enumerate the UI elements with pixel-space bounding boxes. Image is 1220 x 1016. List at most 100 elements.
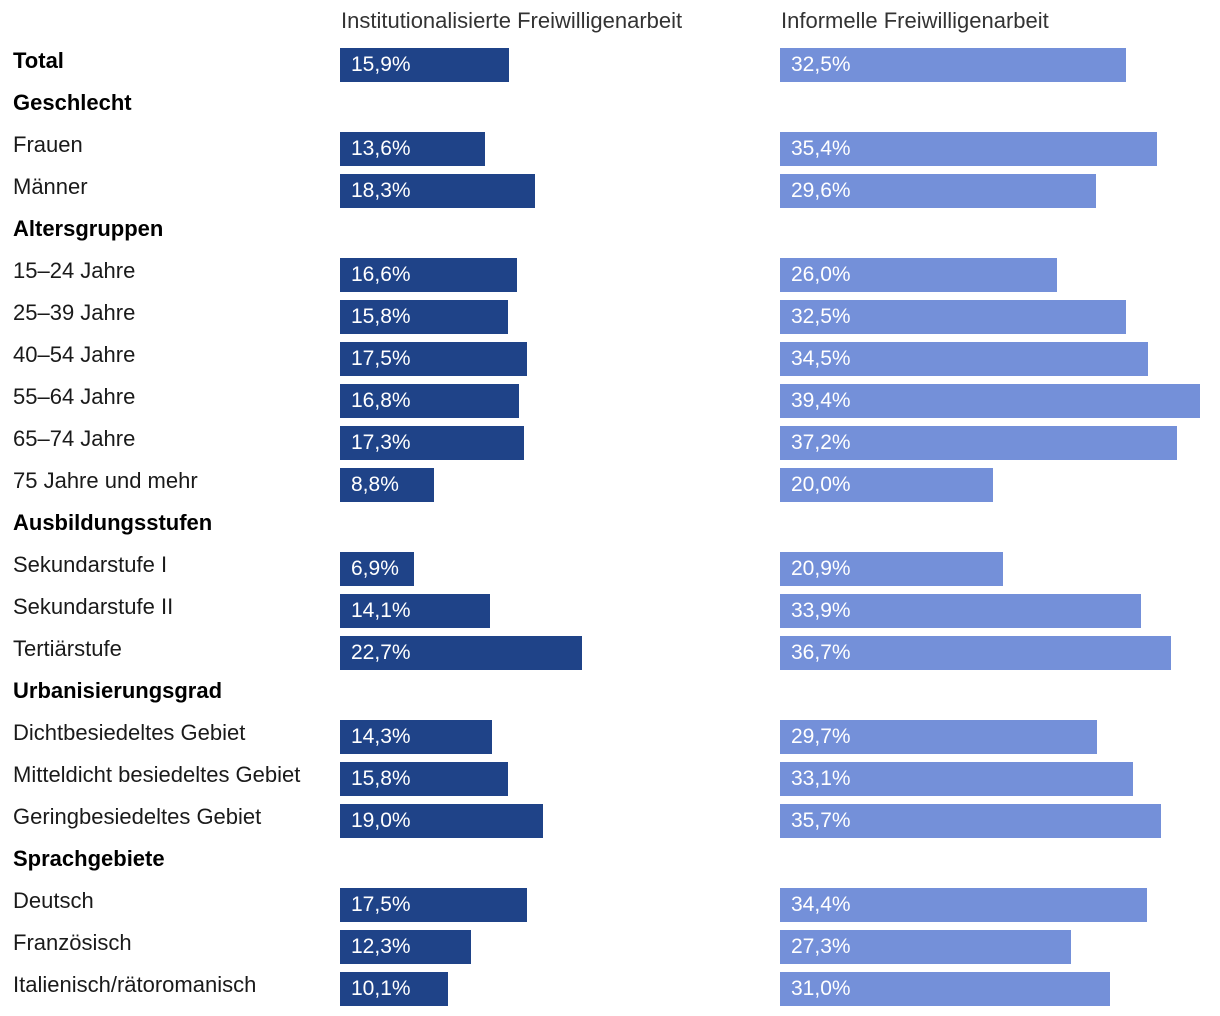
category-header-row: Sprachgebiete <box>0 840 1220 882</box>
data-row: 65–74 Jahre 17,3% 37,2% <box>0 420 1220 462</box>
bar-institutionalized <box>340 804 543 838</box>
bar-institutionalized <box>340 888 527 922</box>
bar-value-label: 6,9% <box>351 557 399 580</box>
row-label: 55–64 Jahre <box>13 384 136 409</box>
category-header-row: Geschlecht <box>0 84 1220 126</box>
bar-informal <box>780 174 1096 208</box>
bar-institutionalized <box>340 762 508 796</box>
bar-value-label: 22,7% <box>351 641 411 664</box>
data-row: Geringbesiedeltes Gebiet 19,0% 35,7% <box>0 798 1220 840</box>
row-label: 25–39 Jahre <box>13 300 136 325</box>
data-row: 75 Jahre und mehr 8,8% 20,0% <box>0 462 1220 504</box>
bar-institutionalized <box>340 552 414 586</box>
row-label: Frauen <box>13 132 83 157</box>
bar-value-label: 35,7% <box>791 809 851 832</box>
bar-informal <box>780 48 1126 82</box>
bar-value-label: 16,6% <box>351 263 411 286</box>
row-label: Sekundarstufe I <box>13 552 168 577</box>
data-row: Männer 18,3% 29,6% <box>0 168 1220 210</box>
bar-value-label: 17,3% <box>351 431 411 454</box>
row-label: Dichtbesiedeltes Gebiet <box>13 720 246 745</box>
bar-value-label: 34,4% <box>791 893 851 916</box>
row-label: Italienisch/rätoromanisch <box>13 972 257 997</box>
bar-value-label: 15,8% <box>351 305 411 328</box>
bar-informal <box>780 594 1141 628</box>
bar-informal <box>780 258 1057 292</box>
series-header-institutionalized: Institutionalisierte Freiwilligenarbeit <box>341 8 683 33</box>
bar-value-label: 20,9% <box>791 557 851 580</box>
bar-value-label: 15,9% <box>351 53 411 76</box>
data-row: 25–39 Jahre 15,8% 32,5% <box>0 294 1220 336</box>
bar-value-label: 36,7% <box>791 641 851 664</box>
bar-value-label: 10,1% <box>351 977 411 1000</box>
bar-informal <box>780 888 1147 922</box>
bar-value-label: 17,5% <box>351 347 411 370</box>
bar-informal <box>780 384 1200 418</box>
data-row: 40–54 Jahre 17,5% 34,5% <box>0 336 1220 378</box>
category-header: Urbanisierungsgrad <box>13 678 223 703</box>
bar-informal <box>780 762 1133 796</box>
row-label: 65–74 Jahre <box>13 426 136 451</box>
row-label: Geringbesiedeltes Gebiet <box>13 804 262 829</box>
category-header-row: Altersgruppen <box>0 210 1220 252</box>
bar-value-label: 35,4% <box>791 137 851 160</box>
bar-value-label: 31,0% <box>791 977 851 1000</box>
bar-informal <box>780 636 1171 670</box>
data-row: 55–64 Jahre 16,8% 39,4% <box>0 378 1220 420</box>
bar-informal <box>780 804 1161 838</box>
data-row: Frauen 13,6% 35,4% <box>0 126 1220 168</box>
category-header: Sprachgebiete <box>13 846 165 871</box>
category-header-row: Urbanisierungsgrad <box>0 672 1220 714</box>
data-row: Sekundarstufe I 6,9% 20,9% <box>0 546 1220 588</box>
bar-informal <box>780 972 1110 1006</box>
bar-value-label: 39,4% <box>791 389 851 412</box>
data-row: 15–24 Jahre 16,6% 26,0% <box>0 252 1220 294</box>
bar-institutionalized <box>340 594 490 628</box>
category-header: Ausbildungsstufen <box>13 510 213 535</box>
data-row: Sekundarstufe II 14,1% 33,9% <box>0 588 1220 630</box>
bar-value-label: 8,8% <box>351 473 399 496</box>
bar-value-label: 17,5% <box>351 893 411 916</box>
bar-institutionalized <box>340 720 492 754</box>
row-label: 75 Jahre und mehr <box>13 468 198 493</box>
bar-informal <box>780 426 1177 460</box>
bar-institutionalized <box>340 930 471 964</box>
bar-institutionalized <box>340 174 535 208</box>
bar-value-label: 32,5% <box>791 53 851 76</box>
data-row: Deutsch 17,5% 34,4% <box>0 882 1220 924</box>
bar-institutionalized <box>340 342 527 376</box>
bar-informal <box>780 132 1157 166</box>
bar-value-label: 13,6% <box>351 137 411 160</box>
row-label: Französisch <box>13 930 132 955</box>
bar-informal <box>780 552 1003 586</box>
row-label: Mitteldicht besiedeltes Gebiet <box>13 762 301 787</box>
bar-institutionalized <box>340 132 485 166</box>
data-row: Dichtbesiedeltes Gebiet 14,3% 29,7% <box>0 714 1220 756</box>
bar-value-label: 29,6% <box>791 179 851 202</box>
row-label: Sekundarstufe II <box>13 594 174 619</box>
bar-informal <box>780 468 993 502</box>
bar-institutionalized <box>340 426 524 460</box>
bar-value-label: 29,7% <box>791 725 851 748</box>
data-row: Italienisch/rätoromanisch 10,1% 31,0% <box>0 966 1220 1008</box>
bar-value-label: 33,9% <box>791 599 851 622</box>
bar-institutionalized <box>340 258 517 292</box>
data-row: Mitteldicht besiedeltes Gebiet 15,8% 33,1% <box>0 756 1220 798</box>
bar-institutionalized <box>340 48 509 82</box>
data-row: Tertiärstufe 22,7% 36,7% <box>0 630 1220 672</box>
bar-institutionalized <box>340 636 582 670</box>
bar-institutionalized <box>340 384 519 418</box>
bar-value-label: 34,5% <box>791 347 851 370</box>
bar-institutionalized <box>340 972 448 1006</box>
bar-informal <box>780 342 1148 376</box>
category-header: Altersgruppen <box>13 216 164 241</box>
bar-informal <box>780 720 1097 754</box>
category-header: Total <box>13 48 64 73</box>
row-label: 15–24 Jahre <box>13 258 136 283</box>
row-label: Deutsch <box>13 888 94 913</box>
bar-value-label: 18,3% <box>351 179 411 202</box>
bar-informal <box>780 930 1071 964</box>
bar-value-label: 14,3% <box>351 725 411 748</box>
row-label: Männer <box>13 174 88 199</box>
